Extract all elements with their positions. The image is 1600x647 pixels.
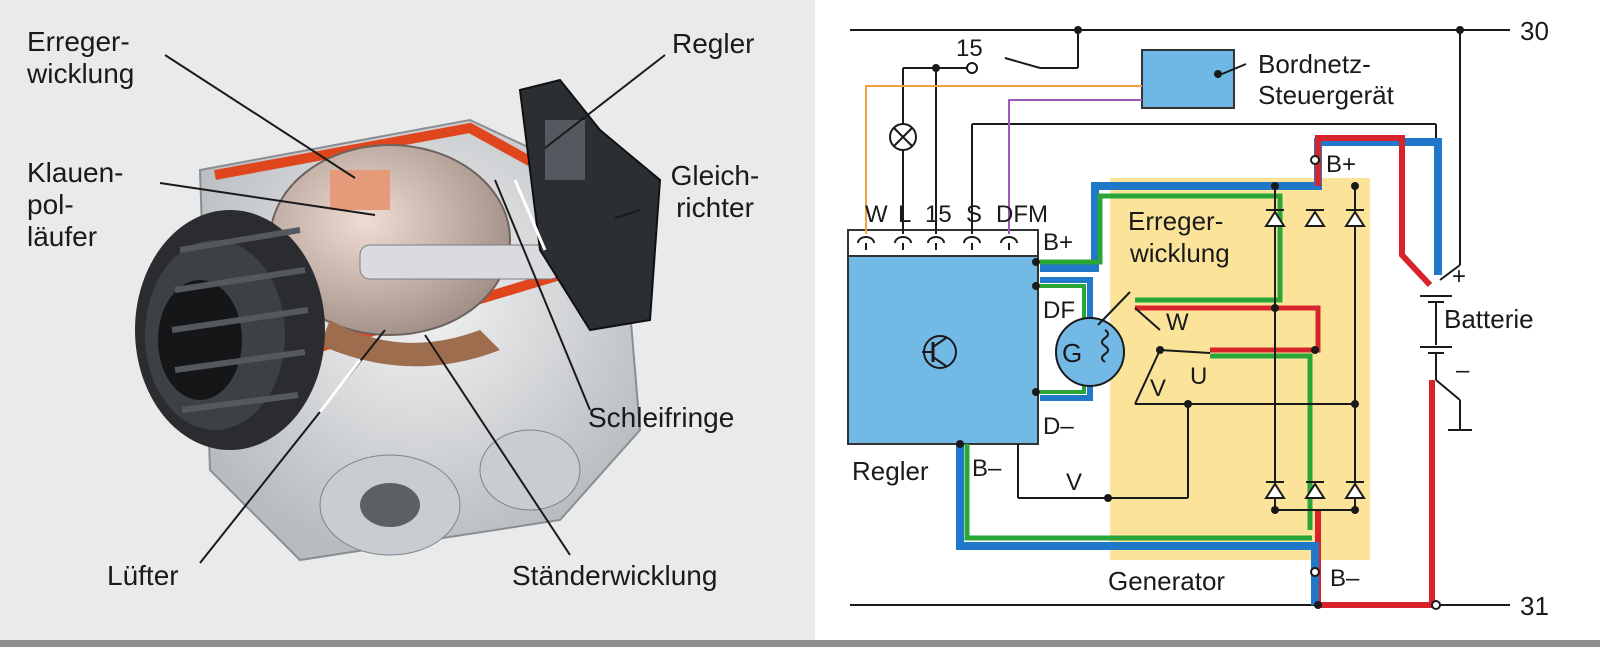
generator-label: Generator (1108, 566, 1225, 596)
terminal-30-label: 30 (1520, 16, 1549, 46)
pin-w-label: W (865, 201, 888, 228)
terminal-31-label: 31 (1520, 591, 1549, 621)
df-label: DF (1043, 297, 1075, 324)
wire-w-orange (865, 85, 1142, 234)
label-klauenpollaeufer: Klauen- pol- läufer (27, 157, 124, 252)
wire-green-b (964, 444, 1312, 541)
label-regler: Regler (672, 28, 755, 59)
label-gleichrichter: Gleich- richter (670, 160, 760, 223)
regler-label: Regler (852, 456, 929, 486)
wire-bplus-red (1315, 135, 1433, 288)
field-winding-label-line2: wicklung (1129, 238, 1230, 268)
wire-phase-green (1210, 353, 1313, 530)
switch-15-label: 15 (956, 35, 983, 62)
alternator-circuit-schematic: 30 31 15 Bordnetz- Steuergerät W L 15 S … (847, 16, 1549, 621)
regler-bplus-label: B+ (1043, 229, 1073, 256)
pin-15-label: 15 (925, 201, 952, 228)
alternator-cutaway-illustration (135, 54, 666, 564)
battery-plus-label: + (1452, 263, 1466, 290)
regler-bminus-label: B– (972, 455, 1002, 482)
battery-label: Batterie (1444, 304, 1534, 334)
wire-phase-red (1135, 305, 1321, 353)
wire-dfm-purple (1008, 99, 1142, 234)
generator-area (1110, 178, 1370, 560)
ecu-box (1141, 49, 1235, 109)
wire-green-top (1040, 193, 1283, 303)
label-erregerwicklung: Erreger- wicklung (27, 26, 135, 89)
ecu-label-line2: Steuergerät (1258, 80, 1395, 110)
generator-bplus-label: B+ (1326, 151, 1356, 178)
battery-minus-label: – (1456, 357, 1470, 384)
field-winding-label-line1: Erreger- (1128, 206, 1223, 236)
d-minus-label: D– (1043, 413, 1074, 440)
label-luefter: Lüfter (107, 560, 179, 591)
label-staenderwicklung: Ständerwicklung (512, 560, 718, 591)
phase-w-label: W (1166, 309, 1189, 336)
alternator-photo-panel: Erreger- wicklung Klauen- pol- läufer Lü… (0, 0, 815, 640)
pin-l-label: L (898, 201, 911, 228)
bottom-divider-bar (0, 640, 1600, 647)
phase-u-label: U (1190, 363, 1207, 390)
phase-v-label: V (1150, 375, 1166, 402)
circuit-schematic-panel: 30 31 15 Bordnetz- Steuergerät W L 15 S … (845, 0, 1600, 640)
pin-s-label: S (966, 201, 982, 228)
pin-dfm-label: DFM (996, 201, 1048, 228)
label-schleifringe: Schleifringe (588, 402, 735, 433)
ecu-label-line1: Bordnetz- (1258, 49, 1371, 79)
generator-g-label: G (1062, 338, 1082, 368)
generator-bminus-label: B– (1330, 565, 1360, 592)
v-line-label: V (1066, 469, 1082, 496)
